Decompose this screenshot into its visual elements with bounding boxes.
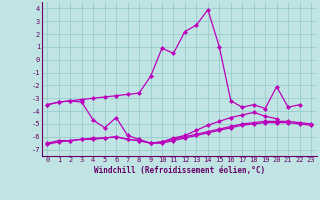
X-axis label: Windchill (Refroidissement éolien,°C): Windchill (Refroidissement éolien,°C) <box>94 166 265 175</box>
